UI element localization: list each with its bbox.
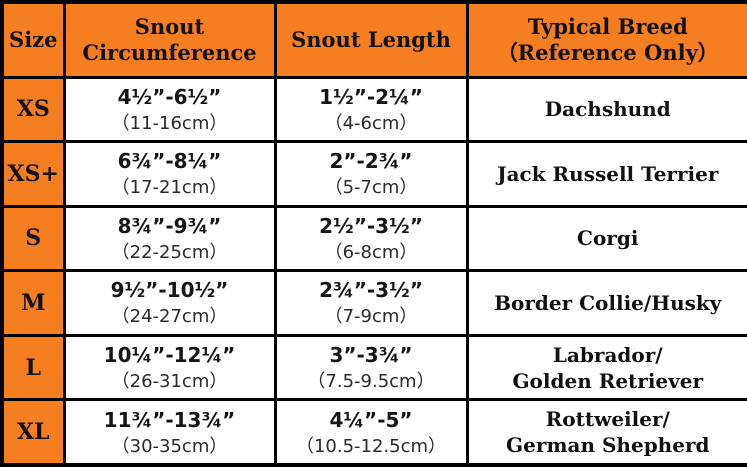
circumference-cm: （24-27cm） — [111, 306, 228, 328]
header-row: Size Snout Circumference Snout Length Ty… — [0, 0, 747, 79]
length-inches: 1½”-2¼” — [319, 84, 423, 109]
snout-circumference-cell: 6¾”-8¼” （17-21cm） — [62, 140, 277, 208]
snout-length-cell: 4¼”-5” （10.5-12.5cm） — [273, 398, 469, 467]
circumference-cm: （17-21cm） — [111, 177, 228, 199]
circumference-inches: 8¾”-9¾” — [117, 213, 222, 238]
table-row-xs-plus: XS+ 6¾”-8¼” （17-21cm） 2”-2¾” （5-7cm） Jac… — [0, 140, 747, 208]
length-cm: （6-8cm） — [324, 241, 418, 263]
snout-length-cell: 2”-2¾” （5-7cm） — [273, 140, 469, 208]
length-inches: 4¼”-5” — [329, 407, 413, 432]
snout-length-cell: 2¾”-3½” （7-9cm） — [273, 269, 469, 337]
circumference-inches: 10¼”-12¼” — [103, 342, 236, 367]
typical-breed-cell: Dachshund — [465, 75, 747, 144]
length-inches: 3”-3¾” — [329, 342, 413, 367]
length-cm: （7.5-9.5cm） — [307, 370, 435, 392]
circumference-cm: （11-16cm） — [111, 112, 228, 134]
snout-circumference-cell: 4½”-6½” （11-16cm） — [62, 75, 277, 144]
length-cm: （4-6cm） — [324, 112, 418, 134]
size-label: M — [0, 269, 66, 337]
length-cm: （5-7cm） — [324, 177, 418, 199]
typical-breed-cell: Border Collie/Husky — [465, 269, 747, 337]
length-inches: 2½”-3½” — [319, 213, 423, 238]
header-snout-circumference: Snout Circumference — [62, 0, 277, 79]
length-cm: （10.5-12.5cm） — [295, 435, 447, 457]
typical-breed-cell: Jack Russell Terrier — [465, 140, 747, 208]
circumference-inches: 9½”-10½” — [110, 278, 229, 303]
length-inches: 2”-2¾” — [329, 149, 413, 174]
snout-circumference-cell: 8¾”-9¾” （22-25cm） — [62, 204, 277, 273]
snout-circumference-cell: 11¾”-13¾” （30-35cm） — [62, 398, 277, 467]
length-cm: （7-9cm） — [324, 306, 418, 328]
size-label: S — [0, 204, 66, 273]
snout-length-cell: 3”-3¾” （7.5-9.5cm） — [273, 333, 469, 402]
table-row-l: L 10¼”-12¼” （26-31cm） 3”-3¾” （7.5-9.5cm）… — [0, 333, 747, 402]
table-row-m: M 9½”-10½” （24-27cm） 2¾”-3½” （7-9cm） Bor… — [0, 269, 747, 337]
header-typical-breed: Typical Breed （Reference Only） — [465, 0, 747, 79]
size-label: XL — [0, 398, 66, 467]
typical-breed-cell: Corgi — [465, 204, 747, 273]
circumference-inches: 6¾”-8¼” — [117, 149, 222, 174]
snout-circumference-cell: 10¼”-12¼” （26-31cm） — [62, 333, 277, 402]
snout-circumference-cell: 9½”-10½” （24-27cm） — [62, 269, 277, 337]
snout-length-cell: 1½”-2¼” （4-6cm） — [273, 75, 469, 144]
circumference-cm: （30-35cm） — [111, 435, 228, 457]
circumference-inches: 4½”-6½” — [117, 84, 222, 109]
typical-breed-cell: Rottweiler/ German Shepherd — [465, 398, 747, 467]
header-snout-length: Snout Length — [273, 0, 469, 79]
table-row-xl: XL 11¾”-13¾” （30-35cm） 4¼”-5” （10.5-12.5… — [0, 398, 747, 467]
length-inches: 2¾”-3½” — [319, 278, 423, 303]
size-label: XS+ — [0, 140, 66, 208]
header-size: Size — [0, 0, 66, 79]
size-label: L — [0, 333, 66, 402]
table-row-s: S 8¾”-9¾” （22-25cm） 2½”-3½” （6-8cm） Corg… — [0, 204, 747, 273]
snout-length-cell: 2½”-3½” （6-8cm） — [273, 204, 469, 273]
circumference-cm: （26-31cm） — [111, 370, 228, 392]
typical-breed-cell: Labrador/ Golden Retriever — [465, 333, 747, 402]
table-row-xs: XS 4½”-6½” （11-16cm） 1½”-2¼” （4-6cm） Dac… — [0, 75, 747, 144]
circumference-cm: （22-25cm） — [111, 241, 228, 263]
size-label: XS — [0, 75, 66, 144]
circumference-inches: 11¾”-13¾” — [103, 407, 236, 432]
